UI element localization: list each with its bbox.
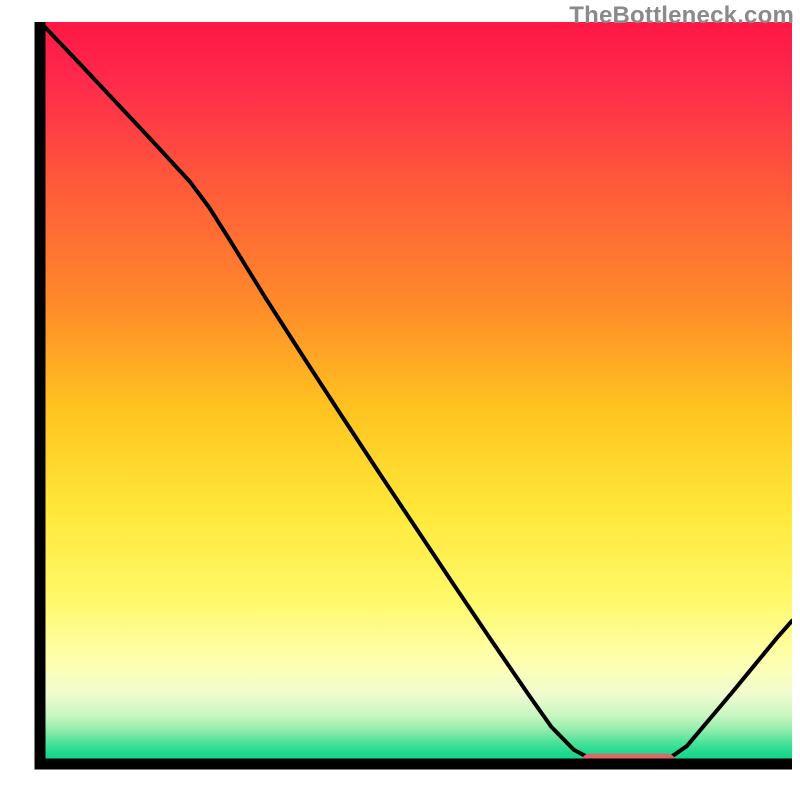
chart-stage: TheBottleneck.com [0, 0, 800, 800]
watermark-text: TheBottleneck.com [569, 2, 794, 30]
heatmap-background [40, 22, 792, 764]
chart-svg [0, 0, 800, 800]
